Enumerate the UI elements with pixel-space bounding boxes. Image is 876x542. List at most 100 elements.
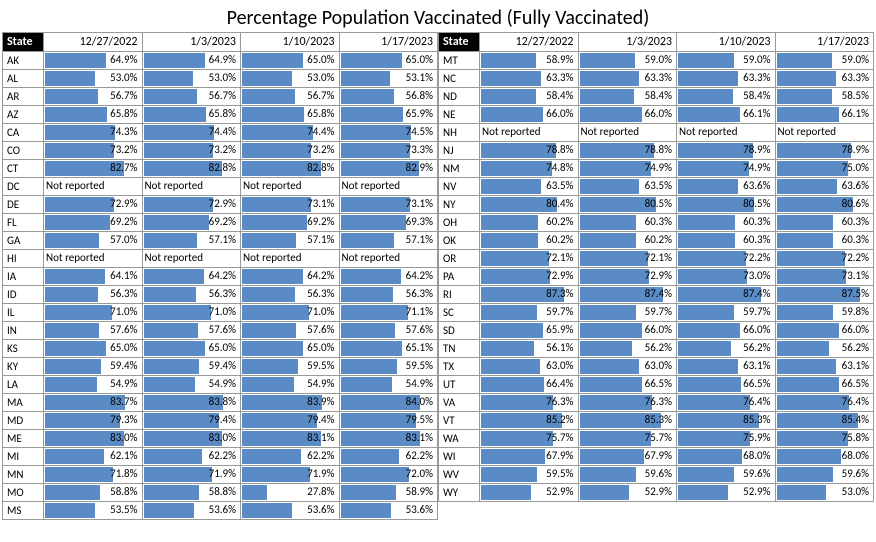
not-reported-label: Not reported (679, 125, 737, 138)
value-cell: 71.8% (44, 466, 143, 484)
value-cell: 74.9% (578, 160, 677, 178)
value-cell: 57.0% (44, 232, 143, 250)
data-bar (580, 53, 636, 68)
data-bar (45, 215, 110, 230)
value-cell: 74.5% (339, 124, 438, 142)
value-cell: 72.9% (142, 196, 241, 214)
data-bar (242, 377, 294, 392)
value-cell: 85.3% (578, 412, 677, 430)
value-cell: 64.9% (44, 52, 143, 70)
value-cell: 73.1% (241, 196, 340, 214)
value-cell: 53.6% (241, 502, 340, 520)
value-cell: 63.6% (775, 178, 874, 196)
data-bar (481, 449, 545, 464)
table-row: NV63.5%63.5%63.6%63.6% (439, 178, 874, 196)
state-code: MT (439, 52, 480, 70)
value-cell: 60.3% (677, 232, 776, 250)
value-label: 72.1% (645, 251, 672, 264)
value-cell: 83.8% (142, 394, 241, 412)
value-cell: 63.3% (775, 70, 874, 88)
data-bar (45, 359, 101, 374)
data-bar (45, 125, 115, 140)
data-bar (481, 359, 540, 374)
value-label: 71.9% (307, 467, 334, 480)
data-bar (45, 269, 105, 284)
state-code: FL (3, 214, 44, 232)
data-bar (481, 395, 553, 410)
value-label: 83.9% (307, 395, 334, 408)
state-code: NE (439, 106, 480, 124)
date-header: 1/3/2023 (578, 33, 677, 52)
value-cell: 72.0% (339, 466, 438, 484)
value-cell: 60.3% (775, 214, 874, 232)
value-label: 63.0% (645, 359, 672, 372)
value-cell: Not reported (480, 124, 579, 142)
value-label: 73.0% (743, 269, 770, 282)
data-bar (45, 503, 95, 518)
value-cell: 59.7% (480, 304, 579, 322)
value-cell: 80.6% (775, 196, 874, 214)
not-reported-label: Not reported (145, 179, 203, 192)
value-label: 83.7% (110, 395, 137, 408)
date-header: 1/17/2023 (775, 33, 874, 52)
table-row: ID56.3%56.3%56.3%56.3% (3, 286, 438, 304)
table-row: OH60.2%60.3%60.3%60.3% (439, 214, 874, 232)
data-bar (580, 161, 651, 176)
value-cell: 72.9% (44, 196, 143, 214)
data-bar (678, 251, 746, 266)
table-row: TX63.0%63.0%63.1%63.1% (439, 358, 874, 376)
value-label: 53.0% (110, 71, 137, 84)
not-reported-label: Not reported (342, 179, 400, 192)
value-label: 66.5% (743, 377, 770, 390)
value-cell: 53.0% (241, 70, 340, 88)
table-row: NJ78.8%78.8%78.9%78.9% (439, 142, 874, 160)
value-label: 67.9% (645, 449, 672, 462)
value-cell: 60.2% (480, 232, 579, 250)
state-code: CA (3, 124, 44, 142)
data-bar (144, 197, 213, 212)
value-cell: 53.0% (142, 70, 241, 88)
value-label: 78.9% (842, 143, 869, 156)
value-label: 58.4% (743, 89, 770, 102)
data-bar (481, 431, 553, 446)
value-label: 58.9% (546, 53, 573, 66)
data-bar (678, 305, 734, 320)
state-code: NJ (439, 142, 480, 160)
value-cell: 63.0% (480, 358, 579, 376)
value-label: 68.0% (842, 449, 869, 462)
data-bar (678, 143, 753, 158)
value-cell: 68.0% (677, 448, 776, 466)
state-header: State (3, 33, 44, 52)
table-row: OK60.2%60.2%60.3%60.3% (439, 232, 874, 250)
data-bar (678, 161, 749, 176)
state-header: State (439, 33, 480, 52)
state-code: RI (439, 286, 480, 304)
value-cell: 53.6% (142, 502, 241, 520)
value-label: 87.4% (743, 287, 770, 300)
date-header: 1/10/2023 (241, 33, 340, 52)
value-cell: 58.4% (480, 88, 579, 106)
value-label: 72.2% (743, 251, 770, 264)
data-bar (242, 71, 292, 86)
value-cell: 83.7% (44, 394, 143, 412)
page-title: Percentage Population Vaccinated (Fully … (2, 2, 874, 32)
state-code: NV (439, 178, 480, 196)
value-label: 66.5% (842, 377, 869, 390)
value-cell: 59.0% (677, 52, 776, 70)
state-code: IA (3, 268, 44, 286)
data-bar (678, 179, 738, 194)
value-cell: 56.3% (339, 286, 438, 304)
state-code: NM (439, 160, 480, 178)
data-bar (242, 467, 310, 482)
table-row: MI62.1%62.2%62.2%62.2% (3, 448, 438, 466)
state-code: VT (439, 412, 480, 430)
data-bar (45, 323, 99, 338)
value-cell: 54.9% (44, 376, 143, 394)
data-bar (242, 449, 301, 464)
table-row: WY52.9%52.9%52.9%53.0% (439, 484, 874, 502)
value-label: 83.8% (209, 395, 236, 408)
table-row: ND58.4%58.4%58.4%58.5% (439, 88, 874, 106)
data-bar (45, 467, 113, 482)
table-row: MA83.7%83.8%83.9%84.0% (3, 394, 438, 412)
data-bar (481, 467, 537, 482)
